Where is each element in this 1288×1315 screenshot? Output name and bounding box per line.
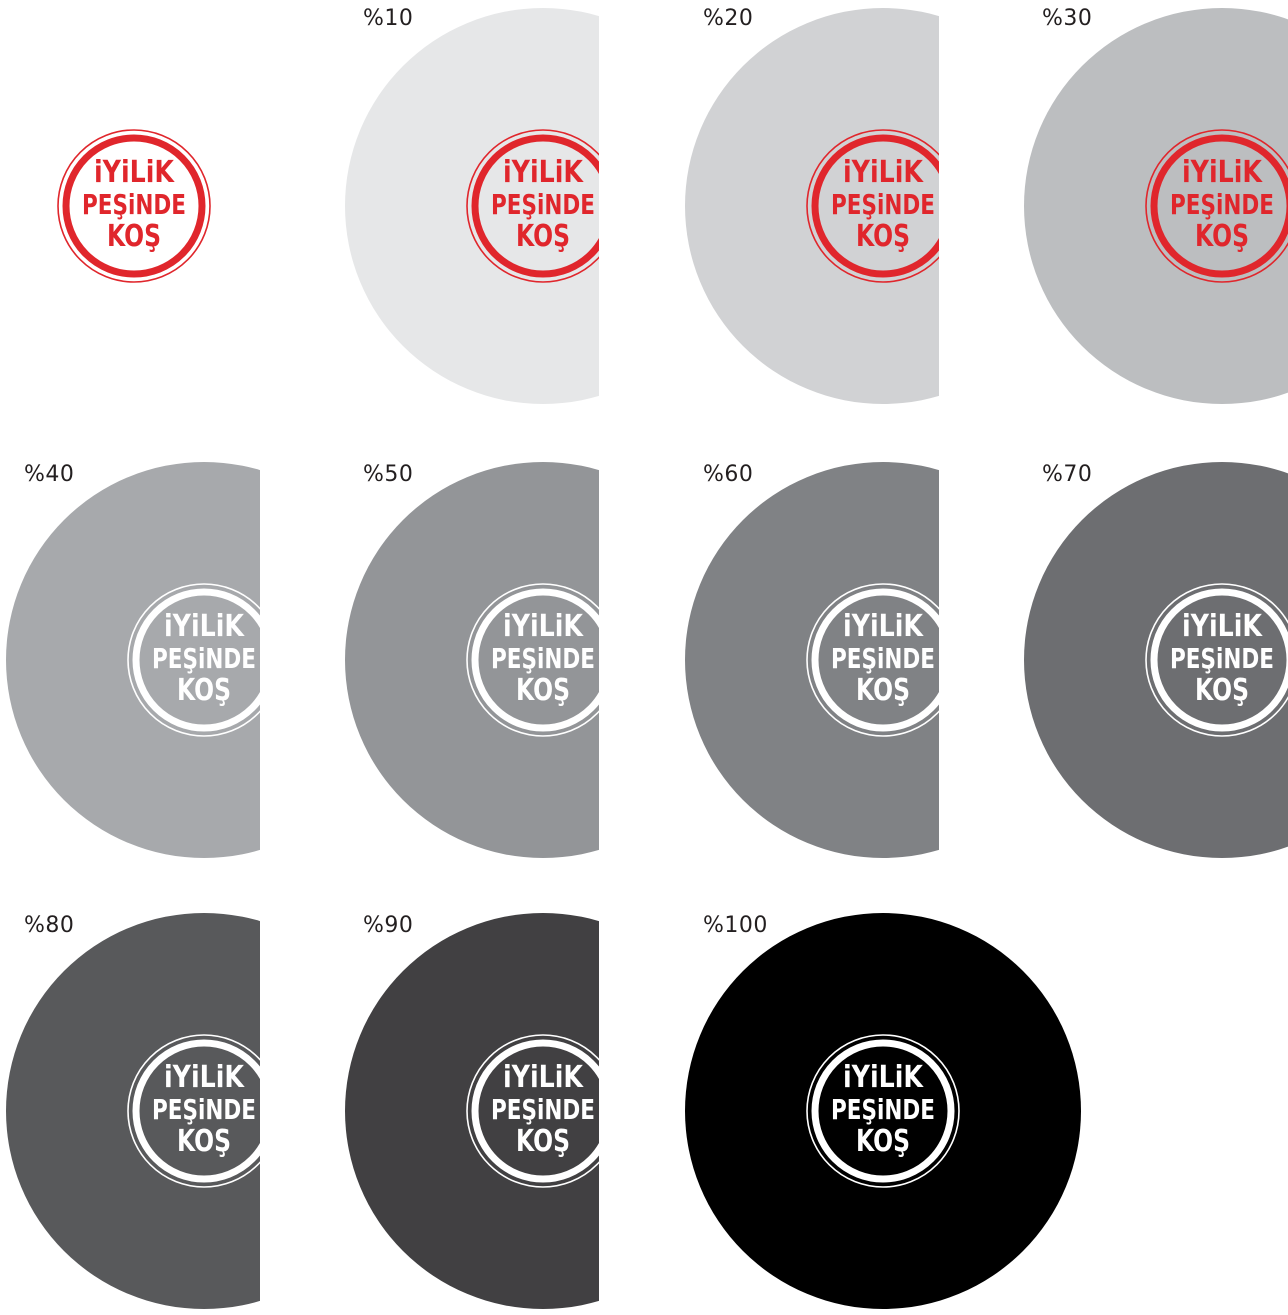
logo-line: iYiLiK	[503, 609, 584, 644]
logo-line: iYiLiK	[503, 155, 584, 190]
logo-line: KOŞ	[856, 1124, 910, 1159]
logo-line: PEŞiNDE	[491, 642, 595, 675]
logo-line: KOŞ	[516, 219, 570, 254]
logo-line: PEŞiNDE	[831, 1093, 935, 1126]
tint-label: %90	[363, 913, 414, 938]
logo-line: KOŞ	[177, 673, 231, 708]
logo-line: KOŞ	[856, 219, 910, 254]
tint-swatch: iYiLiK PEŞiNDE KOŞ	[6, 913, 260, 1309]
logo-line: PEŞiNDE	[82, 188, 186, 221]
logo-line: iYiLiK	[1182, 609, 1263, 644]
tint-circle	[685, 913, 1081, 1309]
tint-label: %10	[363, 6, 414, 31]
logo-line: iYiLiK	[843, 609, 924, 644]
tint-label: %100	[703, 913, 768, 938]
tint-swatch: iYiLiK PEŞiNDE KOŞ	[685, 913, 1081, 1309]
tint-circle	[6, 8, 260, 404]
tint-swatch: iYiLiK PEŞiNDE KOŞ	[1024, 462, 1288, 858]
tint-swatch: iYiLiK PEŞiNDE KOŞ	[6, 462, 260, 858]
tint-swatch: iYiLiK PEŞiNDE KOŞ	[345, 462, 599, 858]
tint-label: %50	[363, 462, 414, 487]
logo-line: iYiLiK	[94, 155, 175, 190]
logo-line: PEŞiNDE	[1170, 642, 1274, 675]
logo-line: KOŞ	[1195, 673, 1249, 708]
tint-swatch: iYiLiK PEŞiNDE KOŞ	[345, 913, 599, 1309]
tint-swatch: iYiLiK PEŞiNDE KOŞ	[345, 8, 599, 404]
tint-swatch: iYiLiK PEŞiNDE KOŞ	[685, 8, 939, 404]
logo-line: iYiLiK	[843, 1060, 924, 1095]
logo-line: PEŞiNDE	[152, 1093, 256, 1126]
logo-line: iYiLiK	[164, 1060, 245, 1095]
logo-line: KOŞ	[516, 1124, 570, 1159]
logo-line: KOŞ	[516, 673, 570, 708]
tint-label: %60	[703, 462, 754, 487]
logo-line: PEŞiNDE	[831, 642, 935, 675]
logo-line: iYiLiK	[164, 609, 245, 644]
logo-line: PEŞiNDE	[491, 188, 595, 221]
logo-line: iYiLiK	[1182, 155, 1263, 190]
logo-line: PEŞiNDE	[1170, 188, 1274, 221]
tint-label: %40	[24, 462, 75, 487]
tint-swatch: iYiLiK PEŞiNDE KOŞ	[685, 462, 939, 858]
logo-line: iYiLiK	[843, 155, 924, 190]
logo-line: PEŞiNDE	[152, 642, 256, 675]
logo-line: KOŞ	[177, 1124, 231, 1159]
tint-label: %70	[1042, 462, 1093, 487]
logo-line: PEŞiNDE	[491, 1093, 595, 1126]
tint-label: %20	[703, 6, 754, 31]
logo-line: KOŞ	[107, 219, 161, 254]
tint-swatch: iYiLiK PEŞiNDE KOŞ	[1024, 8, 1288, 404]
tint-swatch: iYiLiK PEŞiNDE KOŞ	[6, 8, 260, 404]
logo-line: PEŞiNDE	[831, 188, 935, 221]
logo-line: KOŞ	[856, 673, 910, 708]
logo-line: KOŞ	[1195, 219, 1249, 254]
tint-label: %30	[1042, 6, 1093, 31]
tint-label: %80	[24, 913, 75, 938]
logo-line: iYiLiK	[503, 1060, 584, 1095]
